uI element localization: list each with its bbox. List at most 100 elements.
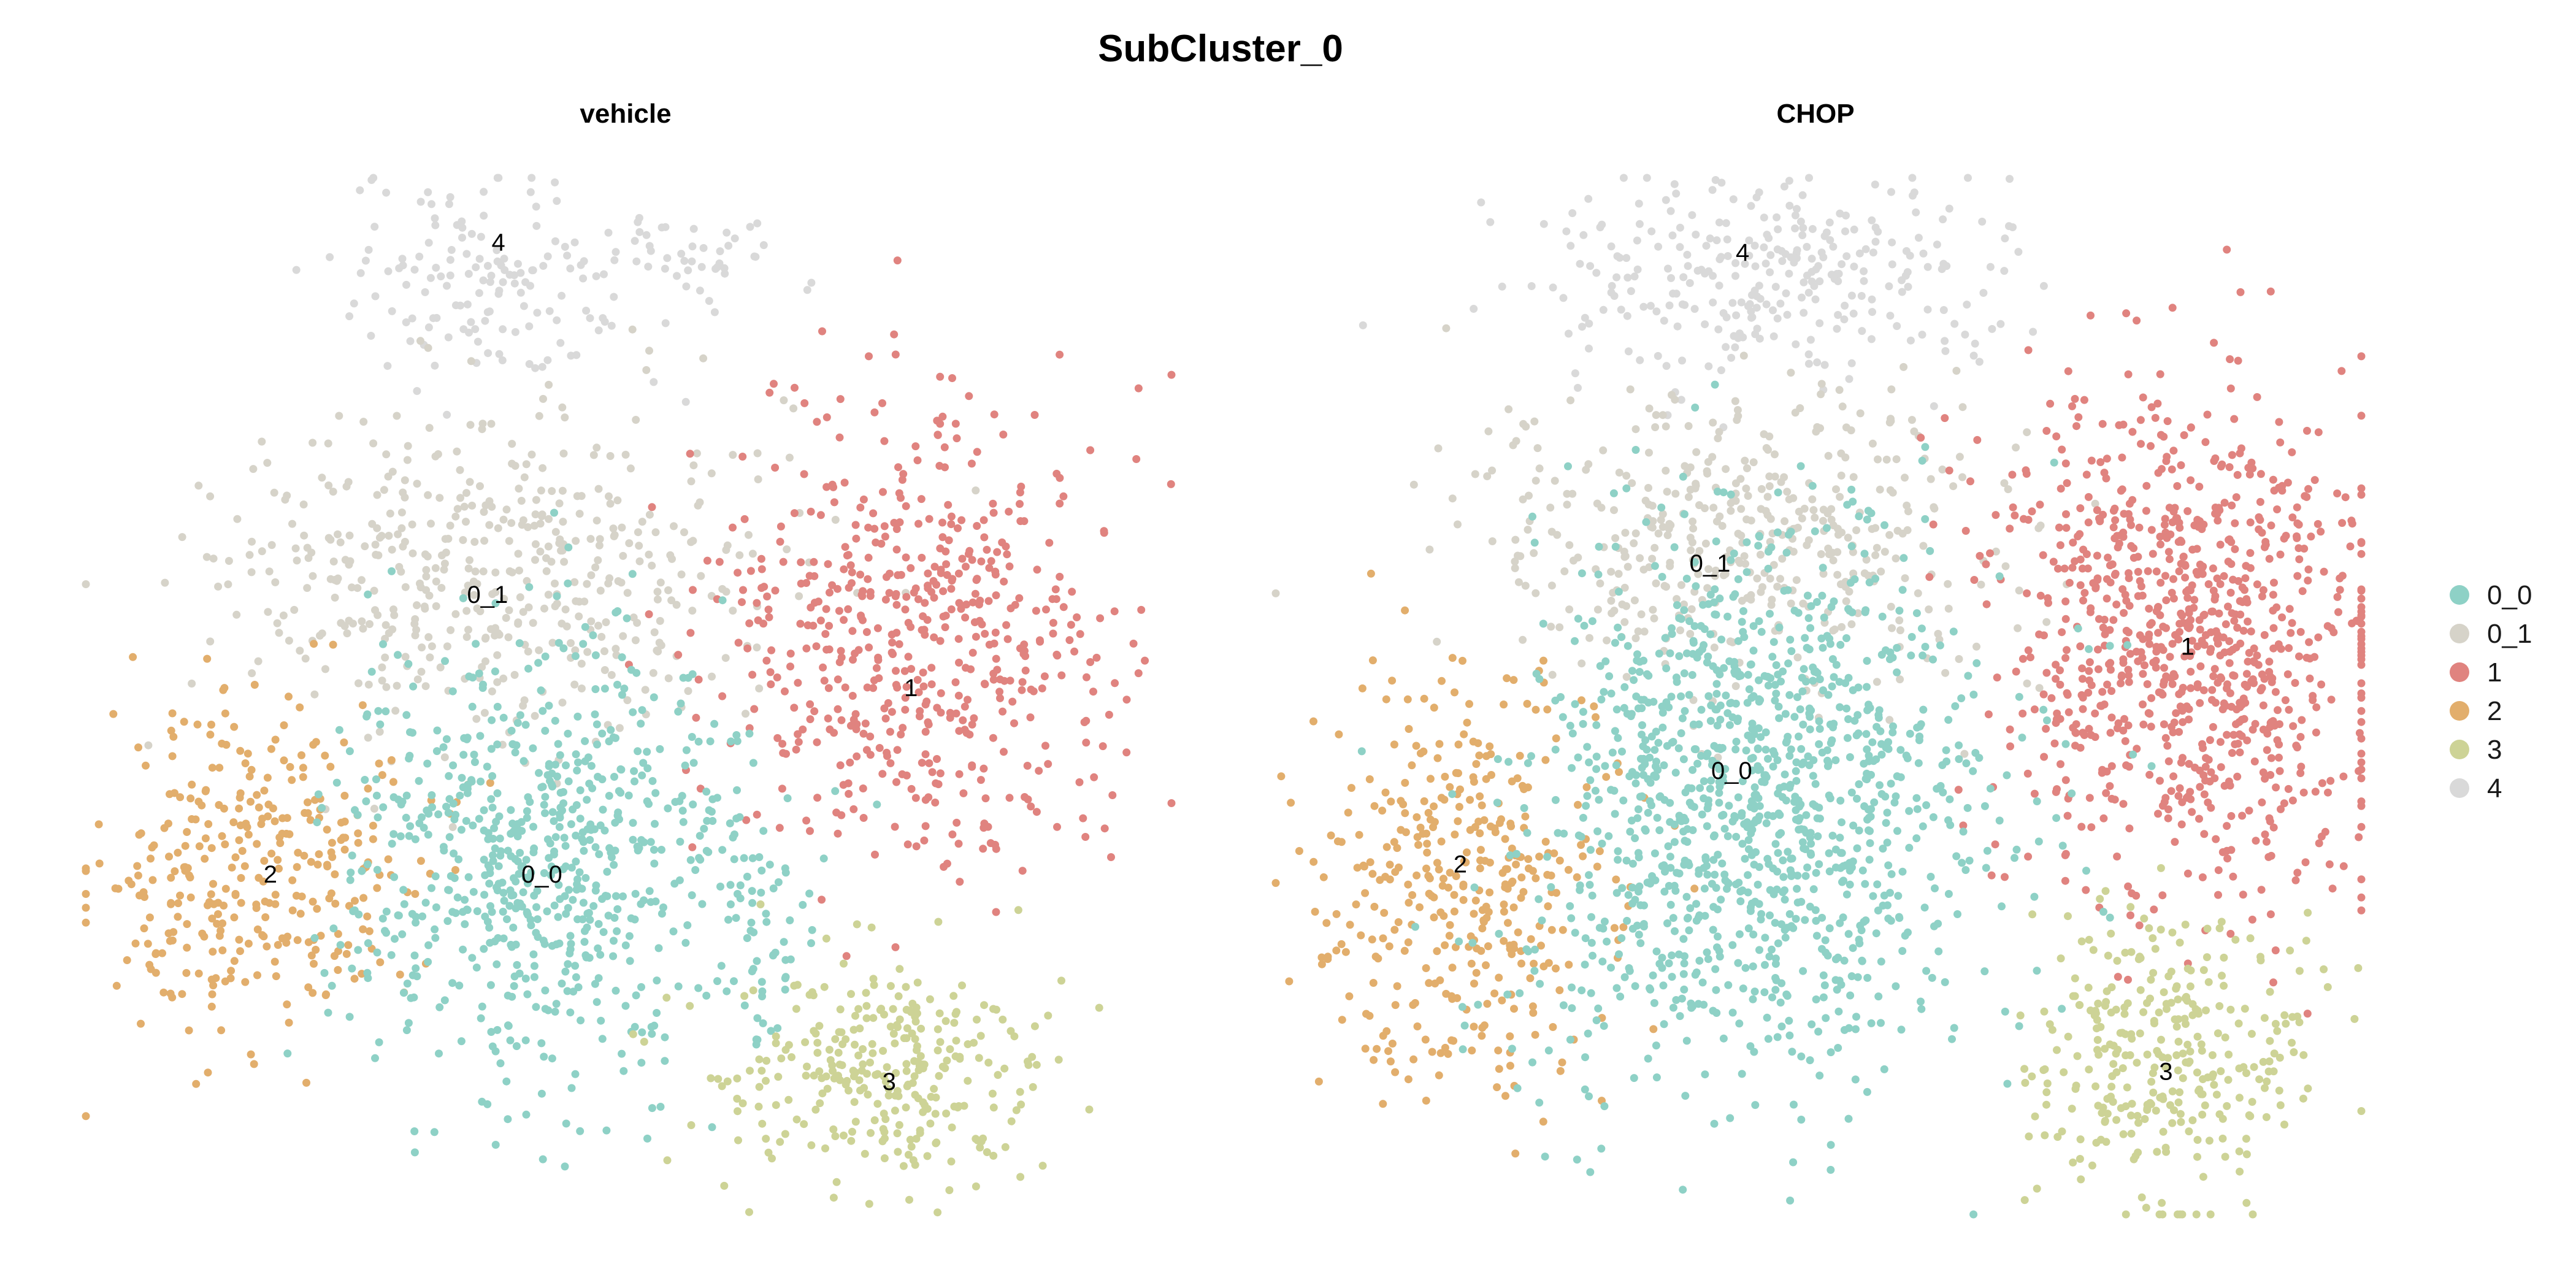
cell-point-1 — [2183, 792, 2192, 801]
cell-point-0_0 — [1559, 1001, 1568, 1010]
cell-point-4 — [427, 200, 435, 209]
cell-point-1 — [2303, 426, 2311, 435]
cell-point-0_0 — [873, 800, 881, 809]
cell-point-1 — [2225, 659, 2234, 667]
cell-point-2 — [1454, 740, 1463, 749]
cell-point-1 — [2179, 718, 2187, 726]
cell-point-1 — [2109, 523, 2118, 532]
cell-point-0_0 — [586, 836, 594, 844]
cell-point-0_0 — [592, 720, 601, 729]
cell-point-0_1 — [321, 665, 329, 673]
cell-point-2 — [1463, 718, 1471, 727]
cell-point-0_0 — [548, 769, 556, 778]
cell-point-4 — [1800, 278, 1808, 286]
cell-point-1 — [2333, 592, 2342, 601]
cell-point-2 — [1419, 829, 1427, 838]
cell-point-0_1 — [1657, 516, 1665, 524]
cell-point-0_0 — [653, 976, 661, 985]
cell-point-0_1 — [1607, 597, 1616, 605]
cell-point-2 — [1579, 852, 1587, 861]
cell-point-1 — [2167, 787, 2175, 795]
cell-point-2 — [416, 857, 425, 865]
cell-point-0_1 — [1703, 584, 1712, 592]
cell-point-0_1 — [1434, 444, 1443, 453]
cell-point-0_1 — [2042, 618, 2051, 626]
cell-point-3 — [889, 1030, 898, 1038]
cell-point-3 — [910, 1072, 919, 1081]
cell-point-4 — [1808, 224, 1817, 233]
cell-point-0_0 — [478, 1002, 486, 1011]
cell-point-0_1 — [1955, 655, 1963, 663]
cell-point-4 — [1791, 211, 1800, 220]
cell-point-3 — [919, 1108, 927, 1116]
cell-point-1 — [2185, 605, 2193, 613]
cell-point-0_0 — [2123, 641, 2132, 650]
cell-point-1 — [1973, 435, 1982, 444]
cell-point-4 — [1752, 304, 1761, 312]
cell-point-3 — [1016, 1173, 1025, 1181]
cell-point-2 — [1453, 994, 1462, 1002]
cell-point-1 — [947, 605, 956, 613]
cell-point-0_1 — [1738, 597, 1746, 605]
cell-point-1 — [2143, 680, 2152, 688]
cell-point-3 — [749, 986, 757, 995]
cell-point-0_1 — [1611, 534, 1620, 542]
cell-point-0_0 — [283, 1049, 292, 1058]
cell-point-0_1 — [343, 629, 351, 638]
cell-point-1 — [2338, 519, 2347, 527]
cell-point-1 — [968, 648, 977, 657]
cell-point-2 — [1420, 797, 1428, 805]
cell-point-0_1 — [1838, 402, 1847, 411]
cell-point-0_0 — [499, 934, 508, 943]
cell-point-2 — [1495, 1065, 1503, 1073]
cell-point-0_1 — [592, 516, 601, 525]
cell-point-4 — [495, 286, 504, 295]
cell-point-1 — [2243, 683, 2252, 691]
cell-point-2 — [1485, 742, 1494, 751]
cell-point-1 — [1991, 840, 1999, 849]
cell-point-2 — [1509, 903, 1518, 911]
cell-point-0_0 — [555, 939, 564, 948]
cell-point-4 — [1961, 331, 1969, 339]
cell-point-1 — [933, 431, 942, 439]
cell-point-0_0 — [461, 895, 469, 904]
cell-point-0_0 — [1723, 832, 1732, 840]
cell-point-0_0 — [478, 1097, 486, 1106]
cell-point-1 — [924, 581, 932, 590]
cell-point-4 — [437, 272, 445, 281]
cell-point-1 — [921, 750, 930, 759]
cell-point-0_0 — [540, 800, 548, 809]
cell-point-4 — [1719, 309, 1728, 317]
cell-point-1 — [2269, 823, 2278, 832]
cell-point-1 — [864, 575, 872, 583]
cell-point-0_0 — [478, 684, 487, 692]
cell-point-0_0 — [1920, 903, 1929, 912]
cell-point-2 — [1593, 862, 1601, 871]
cell-point-2 — [82, 1112, 90, 1121]
cell-point-1 — [899, 724, 907, 732]
cell-point-0_0 — [1607, 964, 1615, 972]
cell-point-0_0 — [579, 640, 588, 648]
cell-point-0_1 — [619, 632, 627, 640]
cell-point-1 — [1984, 710, 1993, 719]
cell-point-1 — [2296, 733, 2305, 741]
cell-point-0_0 — [480, 891, 489, 899]
cell-point-3 — [911, 1035, 919, 1043]
cell-point-1 — [2317, 527, 2325, 536]
cell-point-0_0 — [1670, 838, 1679, 846]
cell-point-2 — [1506, 1062, 1514, 1070]
cell-point-0_0 — [681, 938, 690, 947]
cell-point-4 — [1702, 242, 1711, 250]
cell-point-2 — [1327, 831, 1335, 840]
cell-point-0_1 — [1663, 531, 1672, 540]
cell-point-1 — [1044, 760, 1052, 769]
cell-point-1 — [738, 598, 746, 607]
cell-point-2 — [1521, 812, 1530, 821]
cell-point-0_1 — [1663, 488, 1671, 496]
cell-point-1 — [2200, 830, 2209, 838]
cell-point-0_0 — [586, 916, 594, 924]
cell-point-1 — [2246, 564, 2255, 572]
cell-point-1 — [2263, 746, 2271, 754]
cell-point-1 — [829, 483, 838, 491]
cell-point-0_0 — [404, 1019, 413, 1027]
